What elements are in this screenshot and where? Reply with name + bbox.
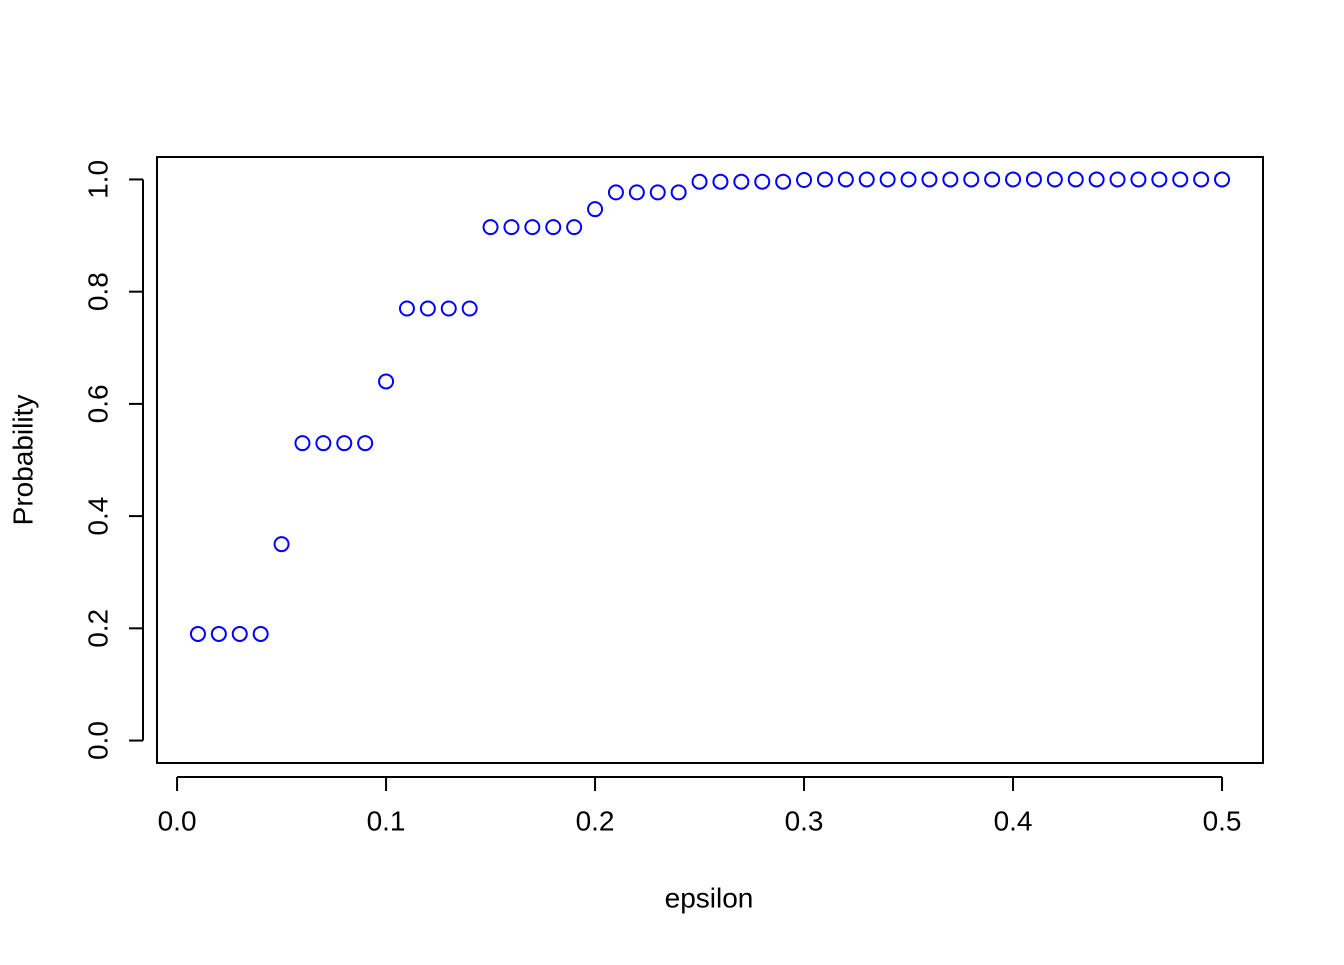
point	[566, 219, 583, 236]
point	[921, 171, 938, 188]
point	[189, 625, 206, 642]
point	[691, 173, 708, 190]
x-tick-label: 0.1	[367, 805, 406, 836]
point	[649, 184, 666, 201]
point	[461, 300, 478, 317]
point	[775, 173, 792, 190]
x-tick-label: 0.4	[994, 805, 1033, 836]
point	[419, 300, 436, 317]
point	[252, 625, 269, 642]
x-tick-label: 0.5	[1203, 805, 1242, 836]
point	[398, 300, 415, 317]
point	[378, 373, 395, 390]
point	[879, 171, 896, 188]
y-tick-label: 0.8	[82, 272, 113, 311]
point	[858, 171, 875, 188]
x-tick-label: 0.0	[158, 805, 197, 836]
point	[587, 201, 604, 218]
point	[712, 173, 729, 190]
point	[628, 184, 645, 201]
point	[984, 171, 1001, 188]
point	[1025, 171, 1042, 188]
point	[1172, 171, 1189, 188]
plot-box	[156, 156, 1264, 764]
point	[900, 171, 917, 188]
point	[1214, 171, 1231, 188]
y-tick-label: 0.4	[82, 497, 113, 536]
point	[1193, 171, 1210, 188]
point	[440, 300, 457, 317]
y-axis-label: Probability	[7, 395, 38, 526]
point	[1046, 171, 1063, 188]
point	[357, 435, 374, 452]
x-axis-label: epsilon	[665, 882, 754, 913]
x-tick-label: 0.2	[576, 805, 615, 836]
point	[1088, 171, 1105, 188]
point	[273, 536, 290, 553]
point	[524, 219, 541, 236]
point	[210, 625, 227, 642]
point	[503, 219, 520, 236]
point	[1067, 171, 1084, 188]
point	[315, 435, 332, 452]
y-tick-label: 0.2	[82, 609, 113, 648]
point	[796, 172, 813, 189]
x-tick-label: 0.3	[785, 805, 824, 836]
point	[545, 219, 562, 236]
point	[482, 219, 499, 236]
point	[1151, 171, 1168, 188]
point	[1130, 171, 1147, 188]
point	[294, 435, 311, 452]
point	[670, 184, 687, 201]
y-tick-label: 0.6	[82, 384, 113, 423]
point	[1005, 171, 1022, 188]
point	[837, 171, 854, 188]
point	[607, 184, 624, 201]
point	[336, 435, 353, 452]
point	[231, 625, 248, 642]
point	[733, 173, 750, 190]
point	[1109, 171, 1126, 188]
point	[942, 171, 959, 188]
y-tick-label: 1.0	[82, 160, 113, 199]
y-tick-label: 0.0	[82, 721, 113, 760]
point	[754, 173, 771, 190]
point	[963, 171, 980, 188]
point	[816, 171, 833, 188]
